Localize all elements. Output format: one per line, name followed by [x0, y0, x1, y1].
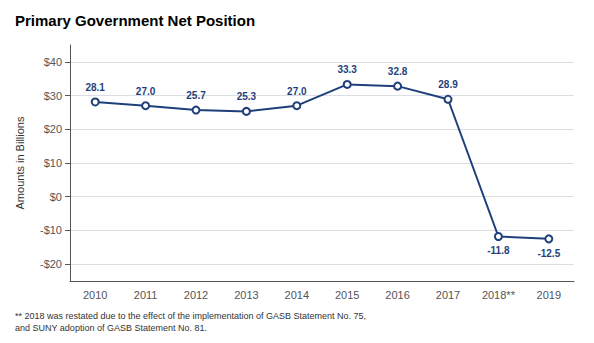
svg-text:28.9: 28.9 — [438, 79, 458, 90]
svg-text:32.8: 32.8 — [388, 66, 408, 77]
svg-text:25.7: 25.7 — [186, 90, 206, 101]
svg-text:27.0: 27.0 — [136, 86, 156, 97]
svg-text:25.3: 25.3 — [237, 91, 257, 102]
svg-text:-11.8: -11.8 — [487, 245, 510, 256]
svg-text:2013: 2013 — [234, 289, 258, 301]
svg-text:2011: 2011 — [134, 289, 158, 301]
svg-text:$20: $20 — [44, 123, 62, 135]
svg-text:2017: 2017 — [436, 289, 460, 301]
svg-text:$40: $40 — [44, 56, 62, 68]
svg-text:-$20: -$20 — [40, 258, 62, 270]
svg-text:$30: $30 — [44, 90, 62, 102]
svg-text:28.1: 28.1 — [85, 82, 105, 93]
svg-text:2014: 2014 — [285, 289, 309, 301]
svg-text:$10: $10 — [44, 157, 62, 169]
svg-text:2010: 2010 — [83, 289, 107, 301]
svg-text:** 2018 was restated due to th: ** 2018 was restated due to the effect o… — [15, 311, 366, 321]
svg-text:2015: 2015 — [335, 289, 359, 301]
svg-text:27.0: 27.0 — [287, 86, 307, 97]
svg-text:2016: 2016 — [385, 289, 409, 301]
svg-text:2012: 2012 — [184, 289, 208, 301]
svg-text:2019: 2019 — [537, 289, 561, 301]
svg-text:and SUNY adoption of GASB Stat: and SUNY adoption of GASB Statement No. … — [15, 323, 207, 333]
svg-text:33.3: 33.3 — [337, 64, 357, 75]
svg-text:Primary Government Net Positio: Primary Government Net Position — [15, 12, 255, 29]
svg-text:-$10: -$10 — [40, 224, 62, 236]
svg-text:Amounts in Billions: Amounts in Billions — [14, 116, 26, 209]
svg-text:$0: $0 — [50, 191, 62, 203]
svg-text:-12.5: -12.5 — [537, 248, 560, 259]
svg-text:2018**: 2018** — [482, 289, 516, 301]
